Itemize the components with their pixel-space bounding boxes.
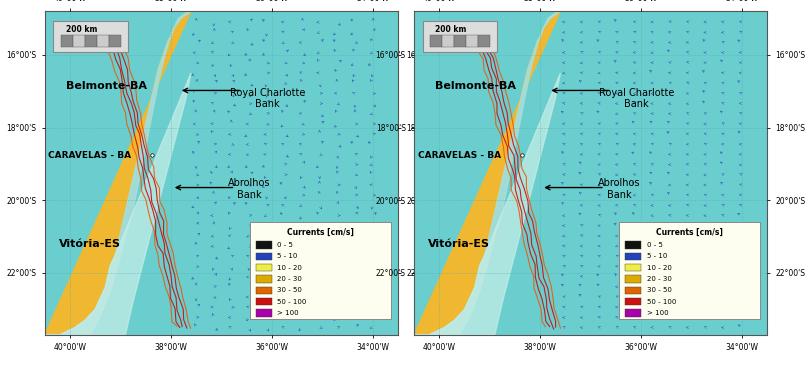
Bar xyxy=(624,286,641,294)
Bar xyxy=(430,35,441,47)
Text: Abrolhos
Bank: Abrolhos Bank xyxy=(597,178,639,200)
Text: 0 - 5: 0 - 5 xyxy=(646,242,662,248)
Bar xyxy=(441,35,453,47)
Bar xyxy=(423,21,496,52)
Polygon shape xyxy=(45,11,191,335)
Bar xyxy=(255,298,272,305)
Text: > 100: > 100 xyxy=(277,310,298,316)
Bar xyxy=(624,241,641,248)
Bar xyxy=(255,275,272,283)
Text: 20 - 30: 20 - 30 xyxy=(277,276,302,282)
Bar xyxy=(54,21,127,52)
Polygon shape xyxy=(45,73,191,335)
Text: 10 - 20: 10 - 20 xyxy=(277,264,302,271)
Bar xyxy=(624,253,641,260)
Text: Vitória-ES: Vitória-ES xyxy=(58,239,121,249)
Text: 0 - 5: 0 - 5 xyxy=(277,242,293,248)
Polygon shape xyxy=(414,11,560,335)
Bar xyxy=(109,35,121,47)
Bar xyxy=(249,221,390,318)
Bar xyxy=(255,309,272,317)
Text: 50 - 100: 50 - 100 xyxy=(277,299,306,305)
Bar xyxy=(61,35,72,47)
Bar xyxy=(478,35,490,47)
Text: 30 - 50: 30 - 50 xyxy=(646,287,671,293)
Bar xyxy=(466,35,478,47)
Text: 5 - 10: 5 - 10 xyxy=(646,253,666,259)
Bar xyxy=(453,35,466,47)
Text: 5 - 10: 5 - 10 xyxy=(277,253,297,259)
Bar xyxy=(255,253,272,260)
Text: CARAVELAS - BA: CARAVELAS - BA xyxy=(48,151,131,160)
Text: > 100: > 100 xyxy=(646,310,667,316)
Text: CARAVELAS - BA: CARAVELAS - BA xyxy=(417,151,500,160)
Text: 10 - 20: 10 - 20 xyxy=(646,264,671,271)
Text: 200 km: 200 km xyxy=(435,25,466,34)
Bar xyxy=(624,309,641,317)
Bar xyxy=(624,275,641,283)
Bar xyxy=(72,35,84,47)
Text: 200 km: 200 km xyxy=(66,25,97,34)
Text: 30 - 50: 30 - 50 xyxy=(277,287,302,293)
Bar xyxy=(618,221,759,318)
Text: Abrolhos
Bank: Abrolhos Bank xyxy=(228,178,270,200)
Text: 20 - 30: 20 - 30 xyxy=(646,276,671,282)
Bar xyxy=(84,35,97,47)
Bar xyxy=(624,264,641,271)
Text: 50 - 100: 50 - 100 xyxy=(646,299,675,305)
Text: Currents [cm/s]: Currents [cm/s] xyxy=(655,228,722,237)
Bar xyxy=(255,241,272,248)
Bar xyxy=(97,35,109,47)
Polygon shape xyxy=(414,11,560,335)
Bar xyxy=(624,298,641,305)
Bar xyxy=(255,264,272,271)
Polygon shape xyxy=(45,11,191,335)
Text: Royal Charlotte
Bank: Royal Charlotte Bank xyxy=(230,88,304,109)
Text: Belmonte-BA: Belmonte-BA xyxy=(435,81,516,91)
Text: Royal Charlotte
Bank: Royal Charlotte Bank xyxy=(599,88,673,109)
Text: Belmonte-BA: Belmonte-BA xyxy=(66,81,147,91)
Text: Currents [cm/s]: Currents [cm/s] xyxy=(286,228,353,237)
Bar xyxy=(255,286,272,294)
Text: Vitória-ES: Vitória-ES xyxy=(427,239,490,249)
Polygon shape xyxy=(414,73,560,335)
